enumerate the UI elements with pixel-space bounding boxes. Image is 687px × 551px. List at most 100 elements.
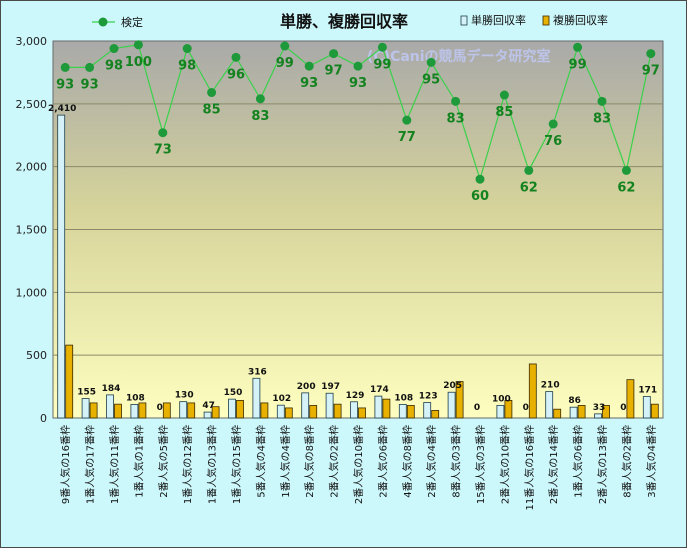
bar-fukusho — [577, 405, 586, 419]
bar-fukusho — [65, 344, 74, 419]
kentei-point — [304, 61, 314, 71]
kentei-point — [402, 115, 412, 125]
kentei-point — [158, 128, 168, 138]
kentei-label: 99 — [276, 56, 294, 71]
kentei-label: 83 — [447, 111, 465, 126]
bar-fukusho — [260, 402, 269, 419]
y-tick-label: 1,000 — [16, 286, 48, 299]
kentei-point — [426, 57, 436, 67]
x-tick-label: 1番人気の4番枠 — [279, 425, 292, 498]
kentei-point — [621, 165, 631, 175]
bar-fukusho — [284, 407, 293, 419]
legend-marker — [98, 17, 108, 27]
kentei-point — [451, 96, 461, 106]
bar-fukusho — [358, 407, 366, 419]
kentei-point — [231, 52, 241, 62]
y-tick-label: 1,500 — [16, 224, 48, 237]
kentei-label: 97 — [642, 64, 660, 79]
kentei-label: 76 — [544, 134, 562, 149]
y-tick-label: 500 — [26, 349, 47, 362]
bar-value-label: 171 — [638, 386, 657, 396]
kentei-point — [475, 174, 485, 184]
bar-fukusho — [187, 402, 196, 419]
bar-value-label: 0 — [157, 403, 163, 413]
bar-tansho — [252, 377, 261, 419]
kentei-point — [377, 42, 387, 52]
bar-value-label: 197 — [321, 382, 340, 392]
bar-value-label: 2,410 — [48, 104, 76, 114]
x-tick-label: 2番人気の10番枠 — [498, 425, 511, 504]
kentei-label: 93 — [81, 77, 99, 92]
kentei-point — [255, 94, 265, 104]
kentei-point — [280, 41, 290, 51]
kentei-label: 85 — [203, 103, 221, 118]
bar-fukusho — [382, 398, 391, 419]
bar-value-label: 100 — [492, 394, 511, 404]
x-tick-label: 8番人気の2番枠 — [620, 425, 633, 498]
kentei-label: 98 — [105, 59, 123, 74]
bar-tansho — [350, 401, 358, 419]
bar-fukusho — [553, 408, 562, 419]
bar-value-label: 184 — [102, 384, 121, 394]
bar-value-label: 108 — [126, 393, 145, 403]
x-tick-label: 2番人気の6番枠 — [376, 425, 389, 498]
kentei-point — [329, 49, 339, 59]
bar-value-label: 150 — [224, 388, 243, 398]
kentei-label: 83 — [593, 111, 611, 126]
kentei-label: 73 — [154, 143, 172, 158]
kentei-label: 62 — [617, 180, 635, 195]
kentei-point — [133, 40, 143, 50]
bar-tansho — [642, 396, 651, 419]
kentei-label: 98 — [178, 59, 196, 74]
x-tick-label: 2番人気の8番枠 — [303, 425, 316, 498]
kentei-point — [353, 61, 363, 71]
bar-value-label: 0 — [523, 403, 529, 413]
x-tick-label: 2番人気の5番枠 — [157, 425, 170, 498]
x-tick-label: 2番人気の2番枠 — [328, 425, 341, 498]
x-tick-label: 1番人気の15番枠 — [230, 425, 243, 504]
kentei-point — [548, 119, 558, 129]
bar-tansho — [447, 391, 456, 419]
bar-tansho — [545, 391, 554, 419]
kentei-label: 60 — [471, 189, 489, 204]
kentei-label: 95 — [422, 72, 440, 87]
x-tick-label: 11番人気の16番枠 — [523, 425, 536, 510]
bar-value-label: 130 — [175, 391, 194, 401]
kentei-point — [499, 90, 509, 100]
x-tick-label: 2番人気の13番枠 — [596, 425, 609, 504]
bar-value-label: 155 — [77, 388, 96, 398]
kentei-point — [182, 44, 192, 54]
kentei-label: 93 — [349, 76, 367, 91]
bar-value-label: 33 — [593, 403, 606, 413]
bar-fukusho — [650, 403, 659, 419]
bar-tansho — [398, 404, 407, 419]
bar-value-label: 123 — [419, 392, 438, 402]
bar-value-label: 0 — [474, 403, 480, 413]
x-tick-label: 1番人気の12番枠 — [181, 425, 194, 504]
kentei-point — [646, 49, 656, 59]
bar-value-label: 86 — [568, 396, 581, 406]
bar-value-label: 210 — [541, 381, 560, 391]
x-tick-label: 2番人気の4番枠 — [425, 425, 438, 498]
chart-title: 単勝、複勝回収率 — [280, 12, 408, 31]
x-tick-label: 4番人気の8番枠 — [401, 425, 414, 498]
watermark: (C)Caniの競馬データ研究室 — [367, 48, 551, 65]
bar-fukusho — [309, 405, 318, 419]
y-tick-label: 0 — [40, 412, 47, 425]
bar-fukusho — [162, 402, 171, 419]
bar-value-label: 200 — [297, 382, 316, 392]
kentei-point — [85, 62, 95, 72]
x-tick-label: 3番人気の4番枠 — [645, 425, 658, 498]
kentei-label: 97 — [325, 64, 343, 79]
bar-fukusho — [89, 402, 98, 419]
x-tick-label: 1番人気の13番枠 — [206, 425, 219, 504]
bar-tansho — [179, 401, 188, 419]
bar-tansho — [130, 404, 139, 419]
legend-label: 検定 — [121, 15, 143, 29]
bar-fukusho — [455, 381, 464, 419]
bar-value-label: 316 — [248, 367, 267, 377]
x-tick-label: 8番人気の3番枠 — [450, 425, 463, 498]
kentei-label: 96 — [227, 67, 245, 82]
bar-tansho — [106, 394, 114, 419]
